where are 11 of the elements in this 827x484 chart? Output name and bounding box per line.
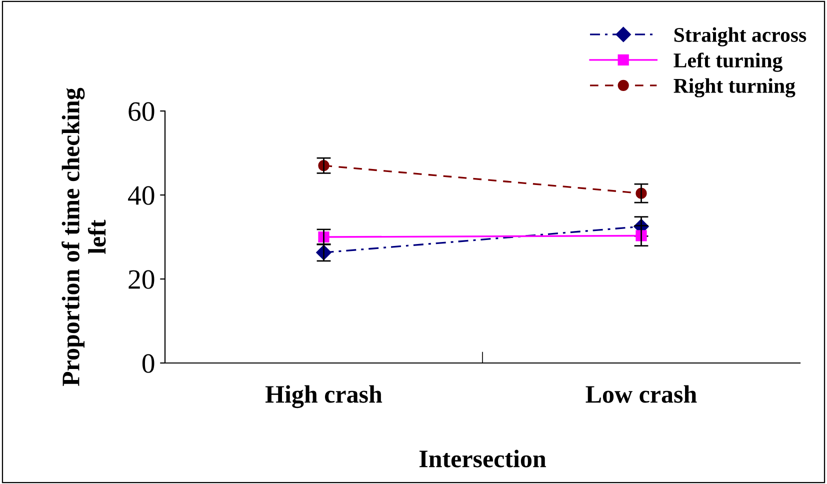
x-tick-label: High crash bbox=[265, 385, 382, 408]
legend-label: Right turning bbox=[674, 78, 796, 98]
x-axis-title: Intersection bbox=[419, 450, 546, 468]
y-tick-label: 40 bbox=[128, 186, 154, 205]
x-tick-label: Low crash bbox=[586, 385, 697, 403]
y-tick-label: 20 bbox=[128, 270, 154, 289]
y-tick-label: 0 bbox=[142, 354, 154, 373]
y-axis-title: Proportion of time checking left bbox=[62, 88, 106, 386]
legend-label: Left turning bbox=[674, 52, 783, 72]
y-tick-label: 60 bbox=[128, 102, 154, 121]
legend-label: Straight across bbox=[674, 27, 806, 46]
